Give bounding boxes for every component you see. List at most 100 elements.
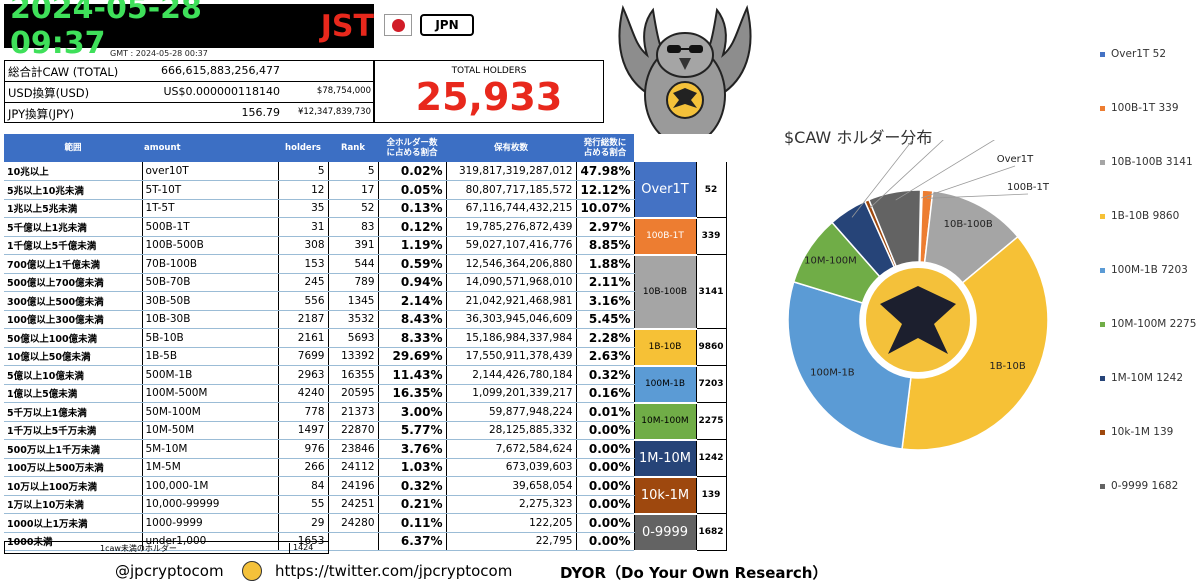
cell-rank: 24196 — [328, 476, 379, 496]
cell-holders: 2161 — [278, 328, 329, 348]
cell-rank: 24280 — [328, 513, 379, 533]
usd-row: USD換算(USD) US$0.000000118140 $78,754,000 — [5, 82, 375, 102]
cell-amount: 100B-500B — [142, 236, 279, 255]
table-row: 50億以上100億未満 5B-10B 2161 5693 8.33% 15,186,984… — [4, 328, 727, 367]
legend-swatch — [1100, 375, 1105, 381]
table-row: 1000以上1万未満 1000-9999 29 24280 0.11% 122,205 0.… — [4, 513, 727, 552]
cell-range: 700億以上1千億未満 — [4, 254, 143, 274]
table-row: 300億以上500億未満 30B-50B 556 1345 2.14% 21,042,92… — [4, 291, 726, 311]
cell-holders: 556 — [278, 291, 329, 311]
cell-holders: 2187 — [278, 310, 329, 329]
cell-tokens: 12,546,364,206,880 — [446, 254, 577, 274]
cell-holders: 31 — [278, 217, 329, 237]
cell-range: 10億以上50億未満 — [4, 347, 143, 366]
cell-holder-share: 11.43% — [378, 365, 447, 385]
table-header-row: 範囲 amount holders Rank 全ホルダー数 に占める割合 保有枚… — [4, 134, 726, 162]
twitter-link[interactable]: https://twitter.com/jpcryptocom — [275, 562, 513, 580]
cell-range: 1兆以上5兆未満 — [4, 199, 143, 218]
table-row: 1千億以上5千億未満 100B-500B 308 391 1.19% 59,027,107… — [4, 236, 726, 255]
cell-tokens: 22,795 — [446, 532, 577, 551]
cell-holders: 2963 — [278, 365, 329, 385]
cell-amount: 10,000-99999 — [142, 495, 279, 514]
col-header-rank: Rank — [328, 134, 378, 162]
slice-label: 10B-100B — [944, 219, 993, 230]
table-row: 1千万以上5千万未満 10M-50M 1497 22870 5.77% 28,125,88… — [4, 421, 726, 440]
table-row: 700億以上1千億未満 70B-100B 153 544 0.59% 12,546,364… — [4, 254, 727, 330]
cell-amount: over10T — [142, 162, 279, 181]
slice-label: 1B-10B — [989, 361, 1026, 372]
cell-rank: 22870 — [328, 421, 379, 440]
cell-range: 10兆以上 — [4, 162, 143, 181]
cell-rank: 391 — [328, 236, 379, 255]
cell-amount: 500M-1B — [142, 365, 279, 385]
cell-amount: 1M-5M — [142, 458, 279, 477]
leader-line — [921, 165, 1016, 199]
totals-panel: 総合計CAW (TOTAL) 666,615,883,256,477 USD換算… — [4, 60, 375, 123]
cell-rank: 24112 — [328, 458, 379, 477]
cell-holders: 55 — [278, 495, 329, 514]
legend-item: Over1T 52 — [1100, 48, 1166, 60]
clock-date: 2024-05-28 09:37 — [10, 0, 202, 61]
slice-label: 100B-1T — [1007, 182, 1050, 193]
cell-holder-share: 6.37% — [378, 532, 447, 551]
legend-label: 10B-100B 3141 — [1111, 156, 1193, 168]
cell-supply-share: 1.88% — [576, 254, 635, 274]
legend-swatch — [1100, 267, 1105, 273]
cell-supply-share: 3.16% — [576, 291, 635, 311]
cell-amount: 500B-1T — [142, 217, 279, 237]
cell-holders: 5 — [278, 162, 329, 181]
col-header-supply-share: 発行総数に 占める割合 — [576, 134, 634, 162]
holders-pie-chart: Over1T 100B-1T 10B-100B 1B-10B 100M-1B 10M-10… — [787, 140, 1050, 451]
cell-tokens: 36,303,945,046,609 — [446, 310, 577, 329]
usd-sub: $78,754,000 — [316, 86, 371, 96]
cell-amount: 10B-30B — [142, 310, 279, 329]
usd-label: USD換算(USD) — [8, 86, 90, 100]
cell-tokens: 7,672,584,624 — [446, 439, 577, 459]
group-count: 7203 — [696, 365, 727, 403]
legend-label: Over1T 52 — [1111, 48, 1167, 60]
cell-supply-share: 47.98% — [576, 162, 635, 181]
cell-holder-share: 1.19% — [378, 236, 447, 255]
usd-value: US$0.000000118140 — [163, 85, 280, 98]
cell-amount: 30B-50B — [142, 291, 279, 311]
table-row: 10億以上50億未満 1B-5B 7699 13392 29.69% 17,550,911… — [4, 347, 726, 366]
cell-range: 1000以上1万未満 — [4, 513, 143, 533]
legend-swatch — [1100, 159, 1105, 165]
cell-rank: 52 — [328, 199, 379, 218]
leader-line — [851, 140, 914, 218]
group-label: 100B-1T — [634, 217, 697, 256]
group-count-header-blank — [696, 134, 726, 162]
group-label: Over1T — [634, 162, 697, 219]
legend-swatch — [1100, 483, 1105, 489]
group-label: 10M-100M — [634, 402, 697, 441]
cell-supply-share: 0.00% — [576, 421, 635, 440]
cell-tokens: 21,042,921,468,981 — [446, 291, 577, 311]
cell-rank: 544 — [328, 254, 379, 274]
cell-holders: 4240 — [278, 384, 329, 403]
cell-holder-share: 29.69% — [378, 347, 447, 366]
holders-value: 25,933 — [415, 75, 563, 119]
cell-holders: 245 — [278, 273, 329, 292]
twitter-handle[interactable]: @jpcryptocom — [115, 562, 224, 580]
legend-label: 10M-100M 2275 — [1111, 318, 1197, 330]
legend-item: 10B-100B 3141 — [1100, 156, 1193, 168]
jpy-row: JPY換算(JPY) 156.79 ¥12,347,839,730 — [5, 103, 375, 123]
table-row: 10万以上100万未満 100,000-1M 84 24196 0.32% 39,658,… — [4, 476, 727, 515]
cell-range: 5兆以上10兆未満 — [4, 180, 143, 200]
total-holders-box: TOTAL HOLDERS 25,933 — [374, 60, 604, 123]
slice-label: 100M-1B — [810, 367, 855, 378]
cell-holder-share: 8.33% — [378, 328, 447, 348]
cell-tokens: 14,090,571,968,010 — [446, 273, 577, 292]
group-count: 52 — [696, 162, 727, 218]
cell-supply-share: 0.00% — [576, 458, 635, 477]
legend-item: 100M-1B 7203 — [1100, 264, 1188, 276]
cell-range: 300億以上500億未満 — [4, 291, 143, 311]
group-label: 1M-10M — [634, 439, 697, 478]
cell-range: 10万以上100万未満 — [4, 476, 143, 496]
cell-supply-share: 0.00% — [576, 513, 635, 533]
cell-supply-share: 0.00% — [576, 476, 635, 496]
cell-amount: 5T-10T — [142, 180, 279, 200]
legend-label: 0-9999 1682 — [1111, 480, 1179, 492]
chart-title: $CAW ホルダー分布 — [784, 128, 933, 147]
cell-range: 1万以上10万未満 — [4, 495, 143, 514]
